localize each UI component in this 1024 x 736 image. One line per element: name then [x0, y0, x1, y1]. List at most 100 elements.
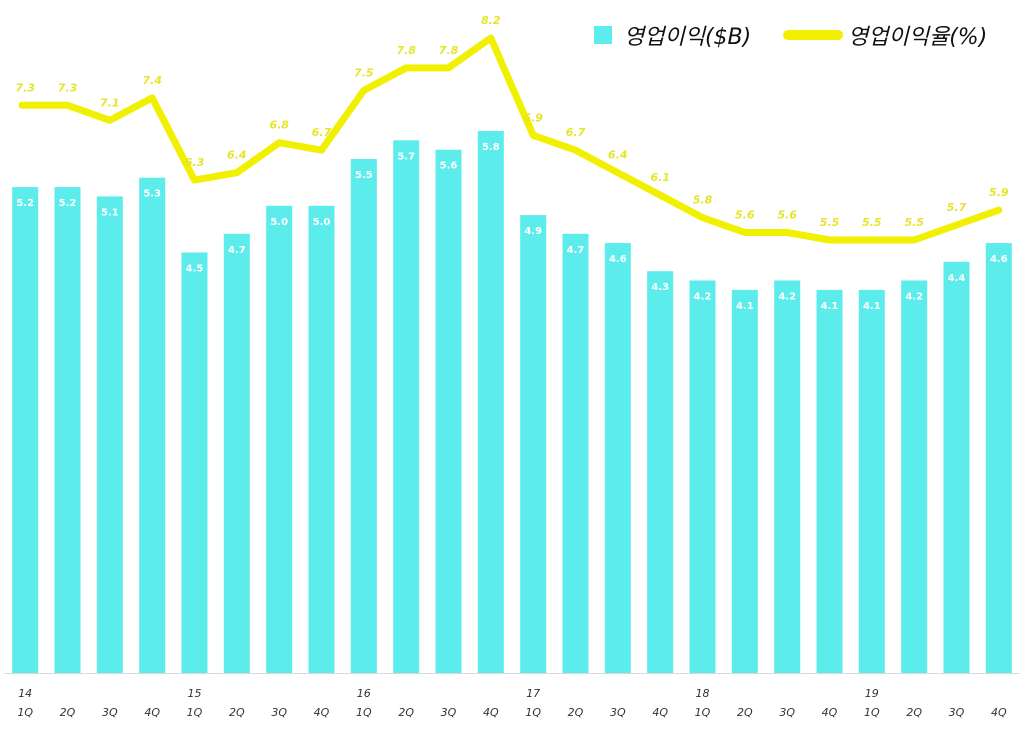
bar-q2 — [54, 187, 81, 673]
bar-q18 — [731, 289, 758, 673]
x-quarter-label: 2Q — [60, 706, 76, 719]
line-value-label: 7.3 — [58, 81, 78, 94]
line-value-label: 5.7 — [947, 201, 967, 214]
bar-q12 — [477, 131, 504, 673]
x-quarter-label: 3Q — [610, 706, 626, 719]
bar-value-label: 4.4 — [948, 273, 966, 284]
line-value-label: 7.1 — [100, 96, 120, 109]
bar-value-label: 4.2 — [905, 292, 923, 303]
line-value-label: 7.8 — [396, 44, 416, 57]
x-quarter-label: 2Q — [737, 706, 753, 719]
bar-q22 — [901, 280, 928, 673]
bar-value-label: 4.1 — [821, 301, 839, 312]
bar-value-label: 5.7 — [397, 151, 415, 162]
bar-value-label: 4.3 — [651, 282, 669, 293]
line-value-label: 7.5 — [354, 66, 374, 79]
bar-value-label: 5.0 — [313, 217, 331, 228]
bar-value-labels: 5.2 5.2 5.1 5.3 4.5 4.7 5.0 5.0 5.5 5.7 5.6 5.8 4.9 4… — [16, 142, 1007, 312]
legend-line-label: 영업이익율(%) — [848, 25, 987, 50]
bar-q21 — [858, 289, 885, 673]
line-value-label: 6.8 — [269, 119, 289, 132]
line-value-labels: 7.3 7.3 7.1 7.4 6.3 6.4 6.8 6.7 7.5 7.8 7.8 8.2 6.9 6… — [15, 14, 1008, 229]
bar-q8 — [308, 205, 335, 674]
x-quarter-label: 4Q — [144, 706, 160, 719]
bar-q13 — [520, 215, 547, 673]
bar-q24 — [985, 243, 1012, 673]
line-value-label: 5.6 — [777, 209, 797, 222]
x-year-label: 14 — [18, 687, 32, 700]
line-value-label: 7.4 — [142, 74, 162, 87]
legend-bar-label: 영업이익($B) — [624, 25, 751, 50]
x-year-label: 18 — [696, 687, 710, 700]
bar-q17 — [689, 280, 716, 673]
bar-value-label: 4.9 — [524, 226, 542, 237]
bar-value-label: 5.8 — [482, 142, 500, 153]
x-quarter-label: 2Q — [568, 706, 584, 719]
bar-q14 — [562, 233, 589, 674]
bar-value-label: 5.1 — [101, 207, 119, 218]
x-year-label: 17 — [526, 687, 540, 700]
bar-series — [12, 131, 1012, 674]
bar-value-label: 4.2 — [694, 292, 712, 303]
bar-q6 — [223, 233, 250, 674]
line-value-label: 6.9 — [523, 111, 543, 124]
x-quarter-label: 3Q — [102, 706, 118, 719]
bar-q4 — [139, 177, 166, 673]
x-quarter-label: 1Q — [525, 706, 541, 719]
line-value-label: 6.4 — [608, 149, 628, 162]
legend: 영업이익($B) 영업이익율(%) — [594, 25, 987, 50]
x-year-label: 16 — [357, 687, 371, 700]
line-value-label: 6.7 — [566, 126, 586, 139]
bar-q10 — [393, 140, 420, 674]
x-quarter-label: 1Q — [695, 706, 711, 719]
bar-q11 — [435, 149, 462, 673]
bar-value-label: 4.5 — [186, 264, 204, 275]
bar-q1 — [12, 187, 39, 673]
x-quarter-label: 4Q — [822, 706, 838, 719]
bar-value-label: 4.7 — [567, 245, 585, 256]
line-value-label: 5.5 — [904, 216, 924, 229]
bar-value-label: 5.2 — [16, 198, 34, 209]
line-value-label: 6.7 — [312, 126, 332, 139]
line-value-label: 6.1 — [650, 171, 670, 184]
line-value-label: 5.9 — [989, 186, 1009, 199]
x-quarter-label: 1Q — [187, 706, 203, 719]
x-quarter-label: 4Q — [314, 706, 330, 719]
bar-q7 — [266, 205, 293, 674]
x-quarter-label: 3Q — [779, 706, 795, 719]
bar-value-label: 5.0 — [270, 217, 288, 228]
x-quarter-label: 1Q — [17, 706, 33, 719]
bar-value-label: 4.1 — [863, 301, 881, 312]
x-year-label: 19 — [865, 687, 879, 700]
x-quarter-label: 2Q — [229, 706, 245, 719]
line-value-label: 7.8 — [439, 44, 459, 57]
line-value-label: 6.3 — [185, 156, 205, 169]
x-quarter-label: 4Q — [483, 706, 499, 719]
bar-q19 — [774, 280, 801, 673]
line-value-label: 5.5 — [820, 216, 840, 229]
x-year-label: 15 — [188, 687, 202, 700]
margin-line — [18, 34, 1003, 244]
bar-q20 — [816, 289, 843, 673]
legend-bar-swatch — [594, 26, 612, 44]
bar-value-label: 4.7 — [228, 245, 246, 256]
x-quarter-label: 2Q — [906, 706, 922, 719]
bar-q15 — [604, 243, 631, 673]
bar-value-label: 4.6 — [609, 254, 627, 265]
x-quarter-label: 2Q — [398, 706, 414, 719]
line-value-label: 7.3 — [15, 81, 35, 94]
x-quarter-label: 1Q — [356, 706, 372, 719]
bar-q16 — [647, 271, 674, 673]
x-axis-tick-labels: 14 1Q 2Q 3Q 4Q 15 1Q 2Q 3Q 4Q 16 1Q 2Q 3Q 4Q 17 1Q 2Q 3Q 4Q… — [17, 687, 1007, 719]
x-quarter-label: 3Q — [271, 706, 287, 719]
bar-value-label: 4.6 — [990, 254, 1008, 265]
bar-q5 — [181, 252, 208, 673]
bar-q3 — [96, 196, 123, 673]
line-value-label: 5.6 — [735, 209, 755, 222]
bar-value-label: 4.1 — [736, 301, 754, 312]
line-value-label: 5.5 — [862, 216, 882, 229]
bar-value-label: 5.5 — [355, 170, 373, 181]
bar-value-label: 5.6 — [440, 161, 458, 172]
